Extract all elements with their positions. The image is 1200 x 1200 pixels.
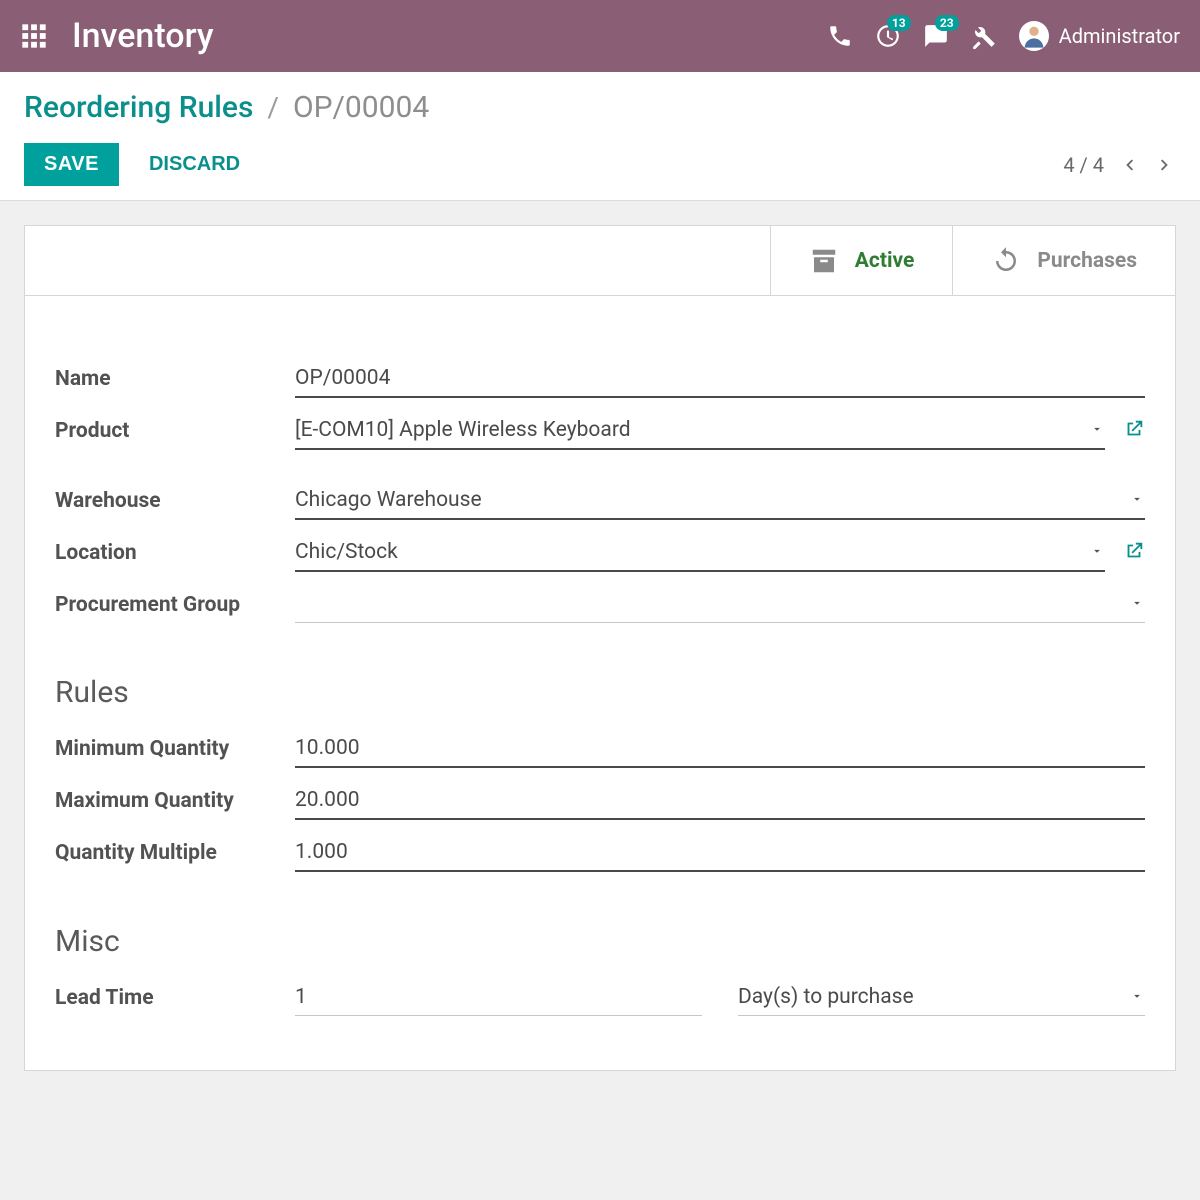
procurement-input[interactable]: [295, 586, 1123, 622]
lead-time-input[interactable]: [295, 979, 702, 1015]
messages-icon[interactable]: 23: [923, 23, 949, 49]
row-location: Location: [55, 534, 1145, 572]
tools-icon[interactable]: [971, 23, 997, 49]
row-name: Name: [55, 360, 1145, 398]
location-select[interactable]: [295, 534, 1105, 572]
external-link-icon[interactable]: [1123, 540, 1145, 566]
breadcrumb: Reordering Rules / OP/00004: [24, 90, 1176, 125]
name-label: Name: [55, 367, 295, 391]
lead-time-unit-select[interactable]: [738, 979, 1145, 1016]
warehouse-select[interactable]: [295, 482, 1145, 520]
breadcrumb-separator: /: [267, 91, 279, 124]
purchases-label: Purchases: [1037, 249, 1137, 273]
activities-badge: 13: [887, 15, 911, 31]
avatar: [1019, 21, 1049, 51]
username: Administrator: [1059, 24, 1180, 48]
procurement-select[interactable]: [295, 586, 1145, 623]
location-input[interactable]: [295, 534, 1083, 570]
section-rules-title: Rules: [55, 675, 1145, 710]
apps-menu-icon[interactable]: [20, 22, 48, 50]
warehouse-input[interactable]: [295, 482, 1123, 518]
row-product: Product: [55, 412, 1145, 450]
min-qty-input[interactable]: [295, 730, 1145, 768]
product-select[interactable]: [295, 412, 1105, 450]
warehouse-label: Warehouse: [55, 489, 295, 513]
pager-next-icon[interactable]: [1154, 154, 1176, 176]
archive-icon: [809, 246, 839, 276]
active-label: Active: [855, 249, 915, 273]
discard-button[interactable]: DISCARD: [129, 143, 260, 186]
messages-badge: 23: [935, 15, 959, 31]
form-sheet: Active Purchases Name Product: [24, 225, 1176, 1071]
action-row: SAVE DISCARD 4 / 4: [24, 143, 1176, 186]
external-link-icon[interactable]: [1123, 418, 1145, 444]
caret-down-icon[interactable]: [1129, 595, 1145, 614]
caret-down-icon[interactable]: [1129, 491, 1145, 510]
procurement-label: Procurement Group: [55, 593, 295, 617]
lead-time-label: Lead Time: [55, 986, 295, 1010]
breadcrumb-parent[interactable]: Reordering Rules: [24, 90, 253, 125]
stat-button-bar: Active Purchases: [25, 226, 1175, 296]
save-button[interactable]: SAVE: [24, 143, 119, 186]
section-misc-title: Misc: [55, 924, 1145, 959]
form-body: Name Product Warehouse Lo: [25, 296, 1175, 1070]
max-qty-label: Maximum Quantity: [55, 789, 295, 813]
pager-count: 4 / 4: [1063, 153, 1104, 177]
name-input[interactable]: [295, 360, 1145, 398]
purchases-button[interactable]: Purchases: [953, 226, 1175, 295]
pager-prev-icon[interactable]: [1118, 154, 1140, 176]
qty-multiple-input[interactable]: [295, 834, 1145, 872]
active-toggle-button[interactable]: Active: [771, 226, 954, 295]
caret-down-icon[interactable]: [1089, 543, 1105, 562]
location-label: Location: [55, 541, 295, 565]
row-lead-time: Lead Time: [55, 979, 1145, 1016]
min-qty-label: Minimum Quantity: [55, 737, 295, 761]
lead-time-value-wrap: [295, 979, 702, 1016]
phone-icon[interactable]: [827, 23, 853, 49]
user-menu[interactable]: Administrator: [1019, 21, 1180, 51]
caret-down-icon[interactable]: [1129, 988, 1145, 1007]
caret-down-icon[interactable]: [1089, 421, 1105, 440]
product-input[interactable]: [295, 412, 1083, 448]
qty-multiple-label: Quantity Multiple: [55, 841, 295, 865]
product-label: Product: [55, 419, 295, 443]
app-title: Inventory: [72, 16, 827, 56]
row-min-qty: Minimum Quantity: [55, 730, 1145, 768]
sub-header: Reordering Rules / OP/00004 SAVE DISCARD…: [0, 72, 1200, 201]
lead-time-unit-input[interactable]: [738, 979, 1123, 1015]
top-bar: Inventory 13 23 Administrator: [0, 0, 1200, 72]
tab-spacer: [25, 226, 771, 295]
top-actions: 13 23 Administrator: [827, 21, 1180, 51]
breadcrumb-current: OP/00004: [293, 90, 429, 125]
row-qty-multiple: Quantity Multiple: [55, 834, 1145, 872]
row-procurement: Procurement Group: [55, 586, 1145, 623]
row-warehouse: Warehouse: [55, 482, 1145, 520]
refresh-icon: [991, 246, 1021, 276]
row-max-qty: Maximum Quantity: [55, 782, 1145, 820]
pager: 4 / 4: [1063, 153, 1176, 177]
max-qty-input[interactable]: [295, 782, 1145, 820]
sheet-container: Active Purchases Name Product: [0, 201, 1200, 1095]
activities-icon[interactable]: 13: [875, 23, 901, 49]
